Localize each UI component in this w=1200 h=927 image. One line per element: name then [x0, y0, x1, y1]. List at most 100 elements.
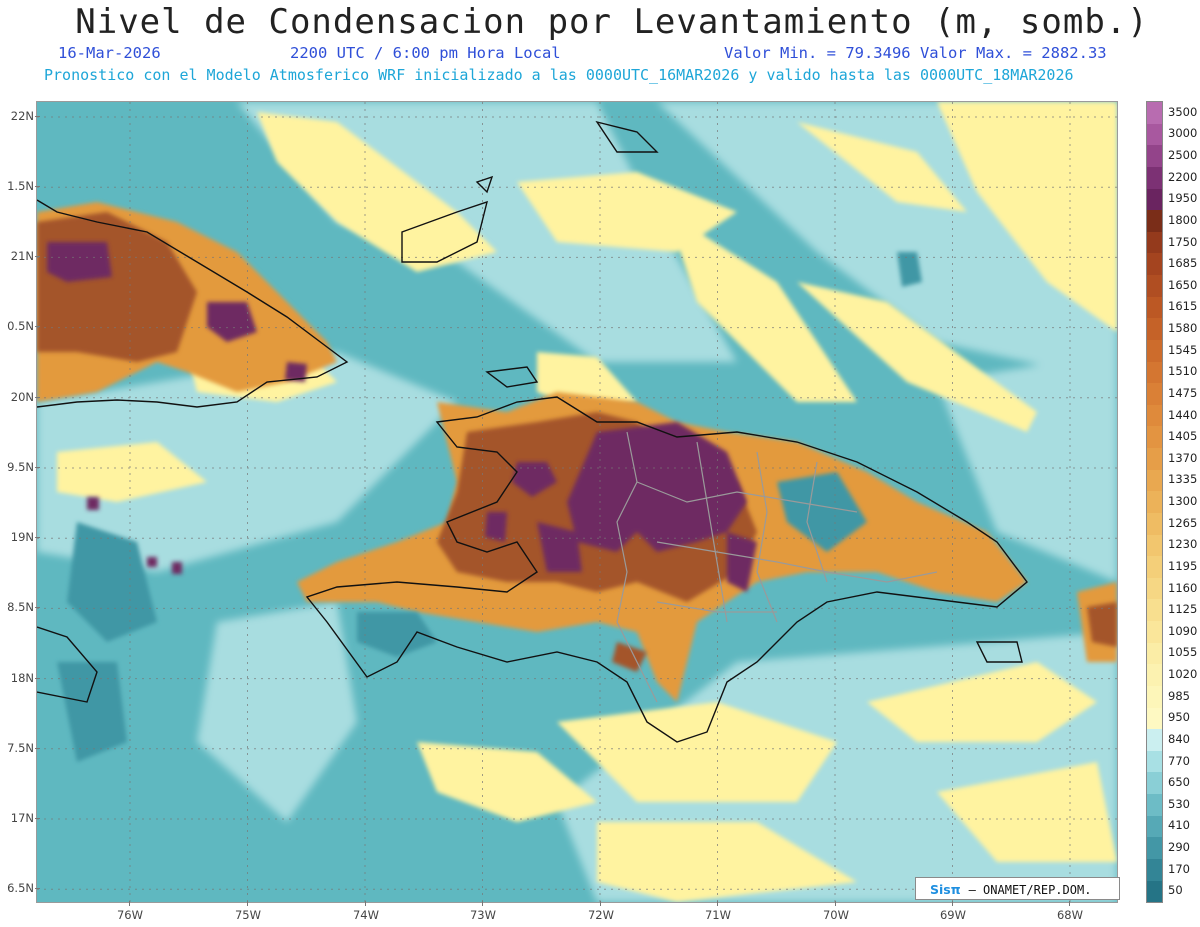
color-scale-label: 1510: [1168, 364, 1198, 379]
color-swatch: [1147, 339, 1162, 362]
color-scale-label: 1615: [1168, 299, 1198, 314]
color-swatch: [1147, 772, 1162, 794]
lon-label: 74W: [346, 901, 386, 922]
lat-label: 0.5N: [0, 320, 40, 332]
lat-label: 21N: [0, 250, 40, 262]
color-swatch: [1147, 729, 1162, 751]
color-swatch: [1147, 426, 1162, 448]
color-scale-label: 950: [1168, 710, 1190, 725]
lat-label: 1.5N: [0, 180, 40, 192]
color-swatch: [1147, 145, 1162, 167]
color-scale-label: 410: [1168, 818, 1190, 833]
color-scale-label: 1020: [1168, 667, 1198, 681]
credit-org: – ONAMET/REP.DOM.: [968, 883, 1092, 897]
lat-label: 19N: [0, 531, 40, 543]
color-swatch: [1147, 361, 1162, 384]
color-swatch: [1147, 469, 1162, 492]
color-scale-label: 1160: [1168, 580, 1198, 595]
color-scale-label: 1545: [1168, 342, 1198, 357]
lon-label: 72W: [581, 901, 621, 922]
color-scale-label: 1055: [1168, 645, 1198, 660]
color-scale-label: 1650: [1168, 277, 1198, 292]
color-swatch: [1147, 296, 1162, 319]
color-swatch: [1147, 231, 1162, 254]
color-swatch: [1147, 166, 1162, 189]
lat-label: 9.5N: [0, 461, 40, 473]
lat-label: 8.5N: [0, 601, 40, 613]
lon-label: 68W: [1050, 901, 1090, 922]
color-scale-label: 1580: [1168, 321, 1198, 335]
color-scale-label: 530: [1168, 796, 1190, 811]
credit-box: Sisπ – ONAMET/REP.DOM.: [915, 877, 1120, 900]
lat-label: 18N: [0, 672, 40, 684]
lon-label: 76W: [110, 901, 150, 922]
color-scale-label: 840: [1168, 731, 1190, 746]
dark-teal-patches: [57, 252, 922, 762]
color-swatch: [1147, 577, 1162, 600]
color-swatch: [1147, 642, 1162, 665]
lat-label: 6.5N: [0, 882, 40, 894]
color-swatch: [1147, 599, 1162, 621]
color-scale-label: 1090: [1168, 623, 1198, 638]
forecast-map: [36, 101, 1118, 903]
color-swatch: [1147, 685, 1162, 708]
color-scale-label: 1370: [1168, 450, 1198, 465]
forecast-time: 2200 UTC / 6:00 pm Hora Local: [290, 44, 561, 62]
lon-label: 69W: [933, 901, 973, 922]
color-swatch: [1147, 707, 1162, 730]
color-swatch: [1147, 512, 1162, 535]
color-scale-label: 1800: [1168, 212, 1198, 227]
forecast-date: 16-Mar-2026: [58, 44, 161, 62]
coastlines: [37, 120, 1028, 743]
color-scale-label: 770: [1168, 753, 1190, 768]
color-scale-label: 1750: [1168, 234, 1198, 249]
color-swatch: [1147, 750, 1162, 773]
color-scale-label: 1685: [1168, 256, 1198, 271]
color-scale-label: 1335: [1168, 472, 1198, 487]
color-scale-label: 1265: [1168, 515, 1198, 530]
color-scale-label: 1950: [1168, 191, 1198, 206]
color-scale-label: 1440: [1168, 407, 1198, 422]
color-scale-label: 1405: [1168, 429, 1198, 444]
color-swatch: [1147, 102, 1162, 124]
lon-label: 71W: [698, 901, 738, 922]
lon-label: 70W: [816, 901, 856, 922]
color-swatch: [1147, 253, 1162, 275]
lat-label: 20N: [0, 391, 40, 403]
color-scale-label: 2200: [1168, 169, 1198, 184]
lat-label: 7.5N: [0, 742, 40, 754]
land-purple-areas: [47, 242, 757, 592]
map-title: Nivel de Condensacion por Levantamiento …: [75, 2, 1149, 42]
province-borders: [616, 431, 938, 703]
color-scale-label: 3500: [1168, 104, 1198, 119]
color-scale-label: 1195: [1168, 558, 1198, 573]
gridlines: [37, 102, 1117, 902]
color-swatch: [1147, 210, 1162, 232]
color-swatch: [1147, 491, 1162, 513]
color-scale-label: 1125: [1168, 602, 1198, 617]
lon-label: 73W: [463, 901, 503, 922]
color-swatch: [1147, 383, 1162, 405]
min-max-values: Valor Min. = 79.3496 Valor Max. = 2882.3…: [724, 44, 1107, 62]
color-swatch: [1147, 794, 1162, 816]
color-swatch: [1147, 188, 1162, 211]
color-swatch: [1147, 880, 1162, 902]
color-scale-label: 170: [1168, 861, 1190, 876]
color-swatch: [1147, 664, 1162, 686]
lat-label: 22N: [0, 110, 40, 122]
color-scale-label: 2500: [1168, 148, 1198, 163]
color-swatch: [1147, 275, 1162, 297]
sispi-logo: Sisπ: [930, 882, 961, 897]
color-scale-label: 1230: [1168, 537, 1198, 552]
color-swatch: [1147, 858, 1162, 881]
color-scale-bar: [1146, 101, 1163, 903]
model-info: Pronostico con el Modelo Atmosferico WRF…: [44, 66, 1074, 84]
color-scale-label: 1475: [1168, 385, 1198, 400]
color-swatch: [1147, 815, 1162, 838]
color-swatch: [1147, 621, 1162, 643]
color-scale-label: 3000: [1168, 126, 1198, 141]
color-scale-label: 1300: [1168, 494, 1198, 508]
color-swatch: [1147, 404, 1162, 427]
lat-label: 17N: [0, 812, 40, 824]
color-swatch: [1147, 837, 1162, 859]
